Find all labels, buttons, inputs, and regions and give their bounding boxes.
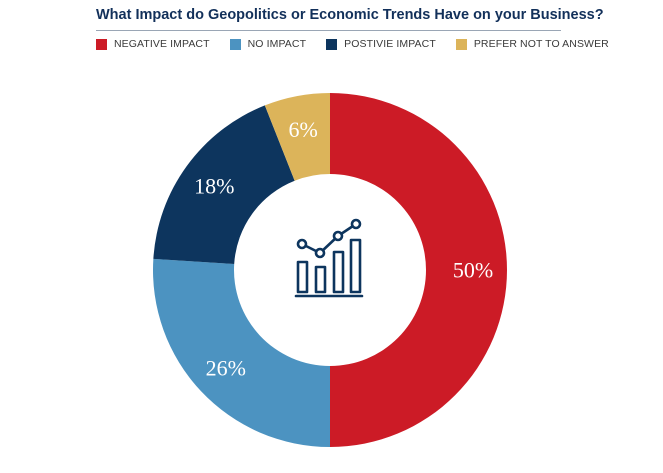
legend-item-no-impact: NO IMPACT xyxy=(229,38,307,50)
title-divider xyxy=(96,30,561,31)
donut-slice-negative-impact xyxy=(330,93,507,447)
legend-item-positive-impact: POSTIVIE IMPACT xyxy=(326,38,436,50)
donut-slices xyxy=(152,93,507,447)
slice-label-no-impact: 26% xyxy=(206,355,246,380)
legend-item-prefer-not-to-answer: PREFER NOT TO ANSWER xyxy=(455,38,609,50)
donut-slice-labels: 50% 26% 18% 6% xyxy=(194,117,493,380)
legend-swatch-positive-impact xyxy=(326,38,338,50)
donut-slice-no-impact xyxy=(152,258,330,447)
legend-label-negative-impact: NEGATIVE IMPACT xyxy=(114,38,210,50)
slice-label-prefer-not-to-answer: 6% xyxy=(289,117,318,142)
legend-swatch-prefer-not-to-answer xyxy=(455,38,467,50)
chart-legend: NEGATIVE IMPACT NO IMPACT POSTIVIE IMPAC… xyxy=(96,38,629,50)
bar-chart-trend-icon xyxy=(294,218,364,298)
donut-slice-positive-impact xyxy=(153,105,295,264)
chart-title: What Impact do Geopolitics or Economic T… xyxy=(96,7,604,23)
slice-label-negative-impact: 50% xyxy=(453,258,493,283)
legend-label-positive-impact: POSTIVIE IMPACT xyxy=(344,38,436,50)
legend-label-no-impact: NO IMPACT xyxy=(247,38,307,50)
slice-label-positive-impact: 18% xyxy=(194,173,234,198)
legend-swatch-negative-impact xyxy=(96,38,107,50)
donut-slice-prefer-not-to-answer xyxy=(264,93,330,181)
legend-item-negative-impact: NEGATIVE IMPACT xyxy=(96,38,210,50)
legend-label-prefer-not-to-answer: PREFER NOT TO ANSWER xyxy=(473,38,609,50)
legend-swatch-no-impact xyxy=(229,38,241,50)
